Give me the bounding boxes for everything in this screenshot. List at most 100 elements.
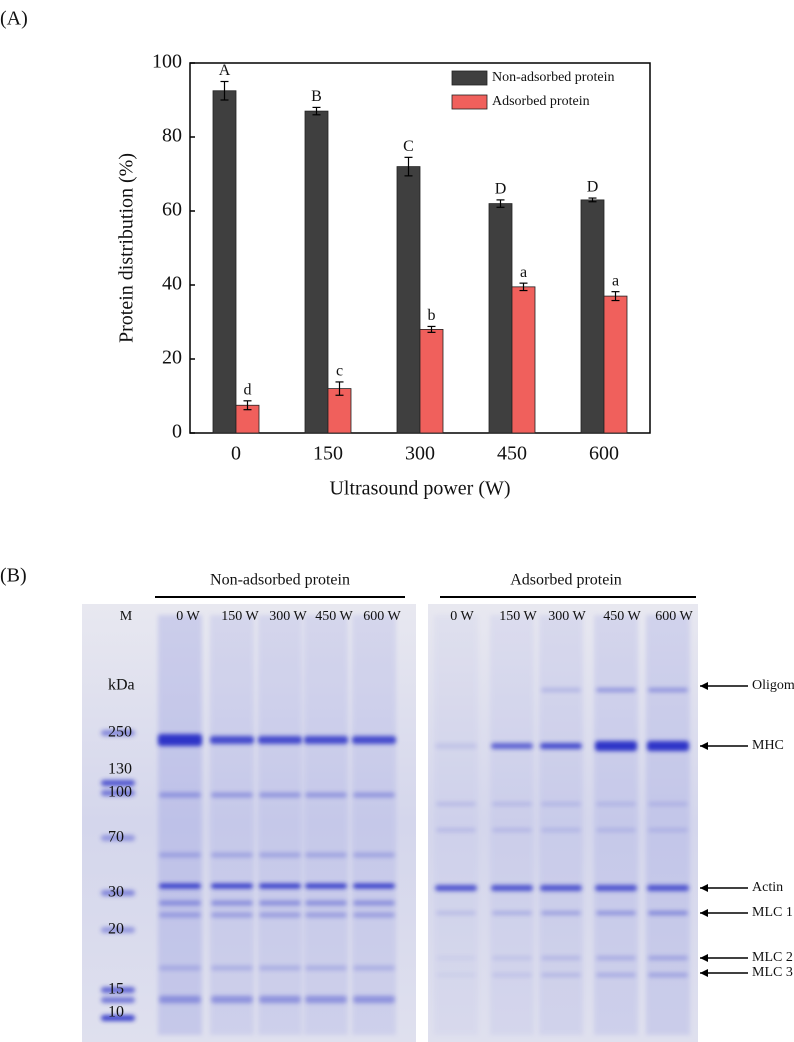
- gel-band: [211, 883, 253, 889]
- gel-band: [648, 688, 688, 692]
- group-label: Adsorbed protein: [510, 572, 622, 589]
- significance-letter: a: [520, 264, 527, 281]
- gel-band: [596, 688, 636, 692]
- error-bar: [404, 156, 413, 177]
- gel-band: [541, 911, 581, 915]
- gel-band: [259, 912, 301, 918]
- gel-band: [259, 965, 301, 971]
- gel-band: [352, 736, 396, 744]
- gel-band: [540, 743, 582, 749]
- gel-band: [101, 1015, 135, 1021]
- band-label: Oligomer: [752, 678, 794, 693]
- gel-band: [305, 965, 347, 971]
- marker-label: 100: [108, 784, 132, 801]
- bar: [488, 203, 513, 434]
- significance-letter: D: [495, 181, 507, 198]
- gel-band: [648, 956, 688, 960]
- gel-band: [101, 890, 135, 896]
- gel-band: [353, 965, 395, 971]
- x-tick-label: 450: [497, 443, 527, 465]
- significance-letter: B: [311, 88, 322, 105]
- y-tick-label: 0: [172, 421, 182, 443]
- gel-lane: [434, 615, 478, 1035]
- legend-label: Adsorbed protein: [492, 94, 590, 109]
- error-bar: [243, 400, 252, 411]
- gel-band: [259, 883, 301, 889]
- gel-band: [353, 852, 395, 858]
- gel-band: [647, 885, 689, 891]
- marker-label: 130: [108, 761, 132, 778]
- gel-band: [101, 730, 135, 736]
- gel-band: [211, 852, 253, 858]
- y-tick-label: 20: [162, 347, 182, 369]
- x-tick-label: 600: [589, 443, 619, 465]
- legend-label: Non-adsorbed protein: [492, 70, 614, 85]
- gel-band: [436, 828, 476, 832]
- gel-band: [353, 900, 395, 906]
- lane-label: 600 W: [655, 609, 693, 624]
- gel-band: [159, 883, 201, 889]
- gel-band: [353, 912, 395, 918]
- lane-label: 450 W: [315, 609, 353, 624]
- gel-band: [491, 885, 533, 891]
- bar: [511, 286, 536, 434]
- gel-band: [159, 792, 201, 798]
- lane-label: 300 W: [269, 609, 307, 624]
- gel-band: [305, 852, 347, 858]
- gel-band: [211, 965, 253, 971]
- group-label: Non-adsorbed protein: [210, 572, 350, 589]
- lane-label: 0 W: [450, 609, 474, 624]
- gel-band: [491, 743, 533, 749]
- gel-lane: [258, 615, 302, 1035]
- panel-label: (A): [0, 8, 28, 30]
- bar: [212, 90, 237, 434]
- gel-band: [101, 835, 135, 841]
- gel-lane: [304, 615, 348, 1035]
- marker-label: 10: [108, 1004, 124, 1021]
- gel-band: [101, 997, 135, 1003]
- gel-band: [596, 973, 636, 977]
- lane-label: 150 W: [221, 609, 259, 624]
- gel-band: [101, 780, 135, 786]
- gel-lane: [539, 615, 583, 1035]
- gel-band: [210, 736, 254, 744]
- band-label: MLC 3: [752, 965, 793, 980]
- arrow-head: [700, 909, 708, 917]
- gel-band: [353, 792, 395, 798]
- gel-band: [492, 956, 532, 960]
- error-bar: [312, 106, 321, 116]
- gel-band: [596, 802, 636, 806]
- gel-band: [541, 956, 581, 960]
- gel-band: [305, 912, 347, 918]
- gel-band: [492, 828, 532, 832]
- lane-label: 450 W: [603, 609, 641, 624]
- gel-band: [647, 741, 689, 751]
- gel-band: [596, 956, 636, 960]
- gel-band: [305, 883, 347, 889]
- gel: [82, 604, 698, 1042]
- marker-label: 30: [108, 884, 124, 901]
- gel-band: [159, 852, 201, 858]
- significance-letter: c: [336, 363, 343, 380]
- gel-band: [648, 911, 688, 915]
- y-tick-label: 40: [162, 273, 182, 295]
- gel-band: [436, 802, 476, 806]
- gel-band: [648, 828, 688, 832]
- gel-band: [211, 912, 253, 918]
- gel-band: [101, 987, 135, 993]
- gel-lane: [352, 615, 396, 1035]
- bar: [580, 199, 605, 434]
- error-bar: [496, 199, 505, 208]
- gel-lane: [594, 615, 638, 1035]
- marker-label: 15: [108, 981, 124, 998]
- lane-label: 150 W: [499, 609, 537, 624]
- y-tick-label: 80: [162, 125, 182, 147]
- gel-band: [159, 900, 201, 906]
- arrow-head: [700, 742, 708, 750]
- gel-band: [492, 973, 532, 977]
- bar: [396, 166, 421, 434]
- error-bar: [588, 197, 597, 203]
- band-label: MHC: [752, 738, 784, 753]
- lane-label: 300 W: [548, 609, 586, 624]
